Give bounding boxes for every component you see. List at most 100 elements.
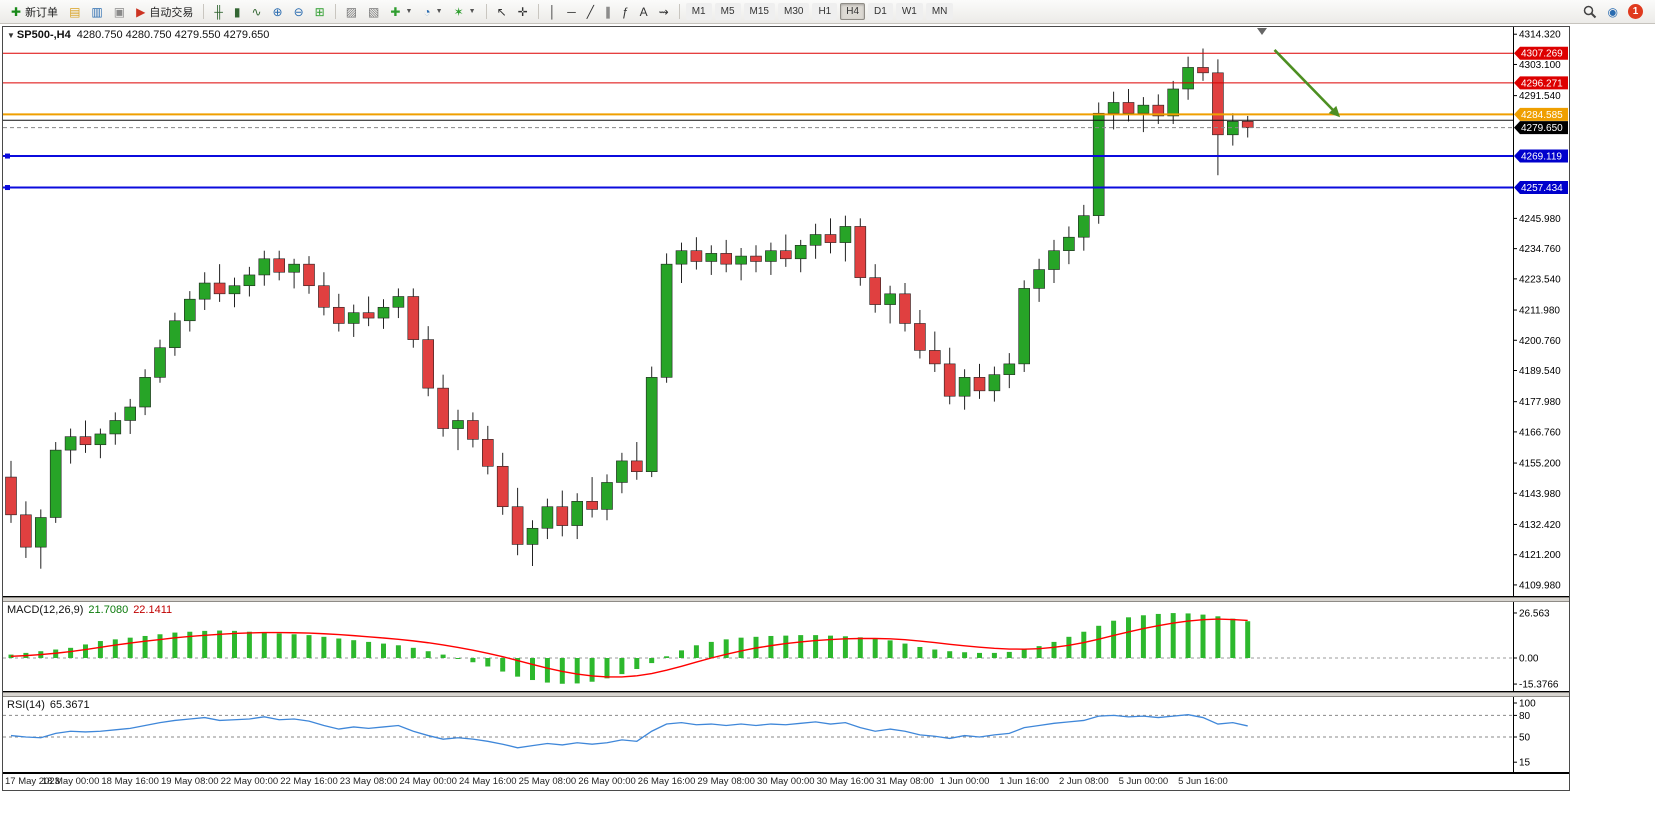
- indicators-icon: ✶: [453, 4, 464, 19]
- bar-chart-type-button[interactable]: ╫: [209, 2, 228, 22]
- candle: [794, 244, 807, 260]
- macd-axis[interactable]: 26.563 0.00 -15.3766: [3, 602, 1569, 692]
- macd-histogram-bar: [1111, 620, 1117, 658]
- time-axis-label: 18 May 16:00: [101, 776, 159, 787]
- trend-arrow[interactable]: [1273, 49, 1337, 114]
- tile-windows-icon: ⊞: [314, 4, 325, 19]
- timeframe-button-m5[interactable]: M5: [714, 3, 741, 20]
- toolbar-separator: [485, 4, 487, 19]
- rsi-axis-label: 100: [1519, 699, 1536, 710]
- time-axis-label: 29 May 08:00: [697, 776, 755, 787]
- candlestick-type-button[interactable]: ▮: [229, 2, 246, 22]
- search-button[interactable]: [1578, 2, 1602, 22]
- autotrading-icon: ▶: [136, 4, 146, 19]
- panel-splitter[interactable]: [3, 692, 1569, 697]
- horizontal-line-tool-icon: ─: [567, 4, 576, 19]
- new-chart-button[interactable]: ✚ ▼: [385, 2, 417, 22]
- macd-histogram-bar: [574, 658, 580, 684]
- trendline-tool-button[interactable]: ╱: [582, 2, 599, 22]
- candle: [422, 339, 435, 389]
- candle: [169, 320, 181, 349]
- channel-tool-button[interactable]: ∥: [600, 2, 616, 22]
- new-order-label: 新订单: [25, 6, 59, 19]
- macd-histogram-bar: [962, 652, 968, 658]
- price-tag-label: 4279.650: [1521, 123, 1563, 134]
- zoom-in-button[interactable]: ⊕: [268, 2, 288, 22]
- macd-histogram-bar: [664, 656, 670, 658]
- candle: [184, 298, 196, 322]
- timeframe-button-d1[interactable]: D1: [868, 3, 893, 20]
- text-tool-button[interactable]: A: [635, 2, 653, 22]
- macd-histogram-bar: [842, 636, 848, 658]
- timeframe-button-m30[interactable]: M30: [777, 3, 810, 20]
- horizontal-line-tool-button[interactable]: ─: [562, 2, 581, 22]
- macd-histogram-bar: [336, 638, 342, 658]
- vertical-line-tool-button[interactable]: │: [544, 2, 562, 22]
- macd-histogram-bar: [1066, 636, 1072, 658]
- macd-histogram-bar: [395, 645, 401, 658]
- community-button[interactable]: ◉: [1603, 2, 1623, 22]
- vertical-line-tool-icon: │: [548, 4, 557, 19]
- chart-shift-marker[interactable]: [1257, 28, 1267, 35]
- macd-histogram-bar: [321, 636, 327, 658]
- time-axis-label: 25 May 08:00: [518, 776, 577, 787]
- market-watch-button[interactable]: ▥: [86, 2, 107, 22]
- line-chart-type-button[interactable]: ∿: [246, 2, 266, 22]
- line-handle[interactable]: [5, 153, 10, 159]
- cursor-tool-button[interactable]: ↖: [492, 2, 512, 22]
- macd-histogram-bar: [708, 641, 714, 658]
- price-chart-svg[interactable]: 4314.320 4303.100 4291.540 4245.980 4234.760…: [3, 27, 1569, 597]
- time-axis-label: 1 Jun 16:00: [999, 776, 1050, 787]
- timeframe-button-h4[interactable]: H4: [840, 3, 866, 20]
- macd-histogram-bar: [410, 647, 416, 658]
- panel-splitter[interactable]: [3, 597, 1569, 602]
- price-tag: [1514, 107, 1568, 121]
- macd-histogram-bar: [768, 635, 774, 658]
- candle: [869, 277, 882, 305]
- chevron-down-icon: ▼: [468, 8, 476, 15]
- time-axis[interactable]: 17 May 2023 18 May 00:00 18 May 16:00 19 Ma…: [3, 773, 1569, 790]
- macd-histogram-bar: [604, 658, 610, 679]
- macd-histogram-bar: [544, 658, 550, 683]
- macd-histogram-bar: [97, 641, 103, 658]
- crosshair-tool-button[interactable]: ✛: [513, 2, 533, 22]
- time-axis-label: 24 May 16:00: [459, 776, 517, 787]
- timeframe-button-w1[interactable]: W1: [895, 3, 923, 20]
- macd-chart-svg[interactable]: 26.563 0.00 -15.3766: [3, 602, 1569, 692]
- time-axis-label: 30 May 16:00: [816, 776, 875, 787]
- candle: [779, 250, 792, 260]
- candle: [1212, 72, 1224, 136]
- zoom-out-button[interactable]: ⊖: [289, 2, 309, 22]
- notification-badge[interactable]: 1: [1628, 4, 1643, 19]
- price-tag: [1514, 181, 1568, 195]
- candle: [1078, 215, 1090, 238]
- cascade-windows-button[interactable]: ▨: [341, 2, 362, 22]
- timeframe-button-m15[interactable]: M15: [743, 3, 775, 20]
- price-axis[interactable]: 4314.320 4303.100 4291.540 4245.980 4234.760…: [3, 27, 1569, 597]
- price-axis-label: 4166.760: [1519, 427, 1561, 438]
- timeframe-button-mn[interactable]: MN: [925, 3, 954, 20]
- macd-histogram-bar: [157, 634, 163, 658]
- candle: [616, 460, 628, 483]
- price-tag-label: 4307.269: [1521, 49, 1563, 60]
- arrows-tool-button[interactable]: ⇝: [654, 2, 674, 22]
- timeframe-button-h1[interactable]: H1: [812, 3, 838, 20]
- cascade-windows-icon: ▨: [345, 4, 358, 19]
- bar-chart-type-icon: ╫: [214, 4, 223, 19]
- trend-arrow-head: [1328, 105, 1341, 118]
- data-window-button[interactable]: ▣: [109, 2, 130, 22]
- candle: [392, 296, 405, 308]
- indicators-button[interactable]: ✶ ▼: [449, 2, 481, 22]
- tile-horizontal-button[interactable]: ▧: [363, 2, 384, 22]
- line-handle[interactable]: [5, 185, 10, 191]
- new-order-button[interactable]: ✚ 新订单: [6, 2, 63, 22]
- fibonacci-tool-button[interactable]: ƒ: [617, 2, 634, 22]
- timeframe-button-m1[interactable]: M1: [685, 3, 712, 20]
- autotrading-button[interactable]: ▶ 自动交易: [131, 2, 198, 22]
- tile-windows-button[interactable]: ⊞: [310, 2, 330, 22]
- period-selector-button[interactable]: ◔ ▼: [418, 2, 447, 22]
- profiles-button[interactable]: ▤: [64, 2, 85, 22]
- candle: [318, 285, 330, 308]
